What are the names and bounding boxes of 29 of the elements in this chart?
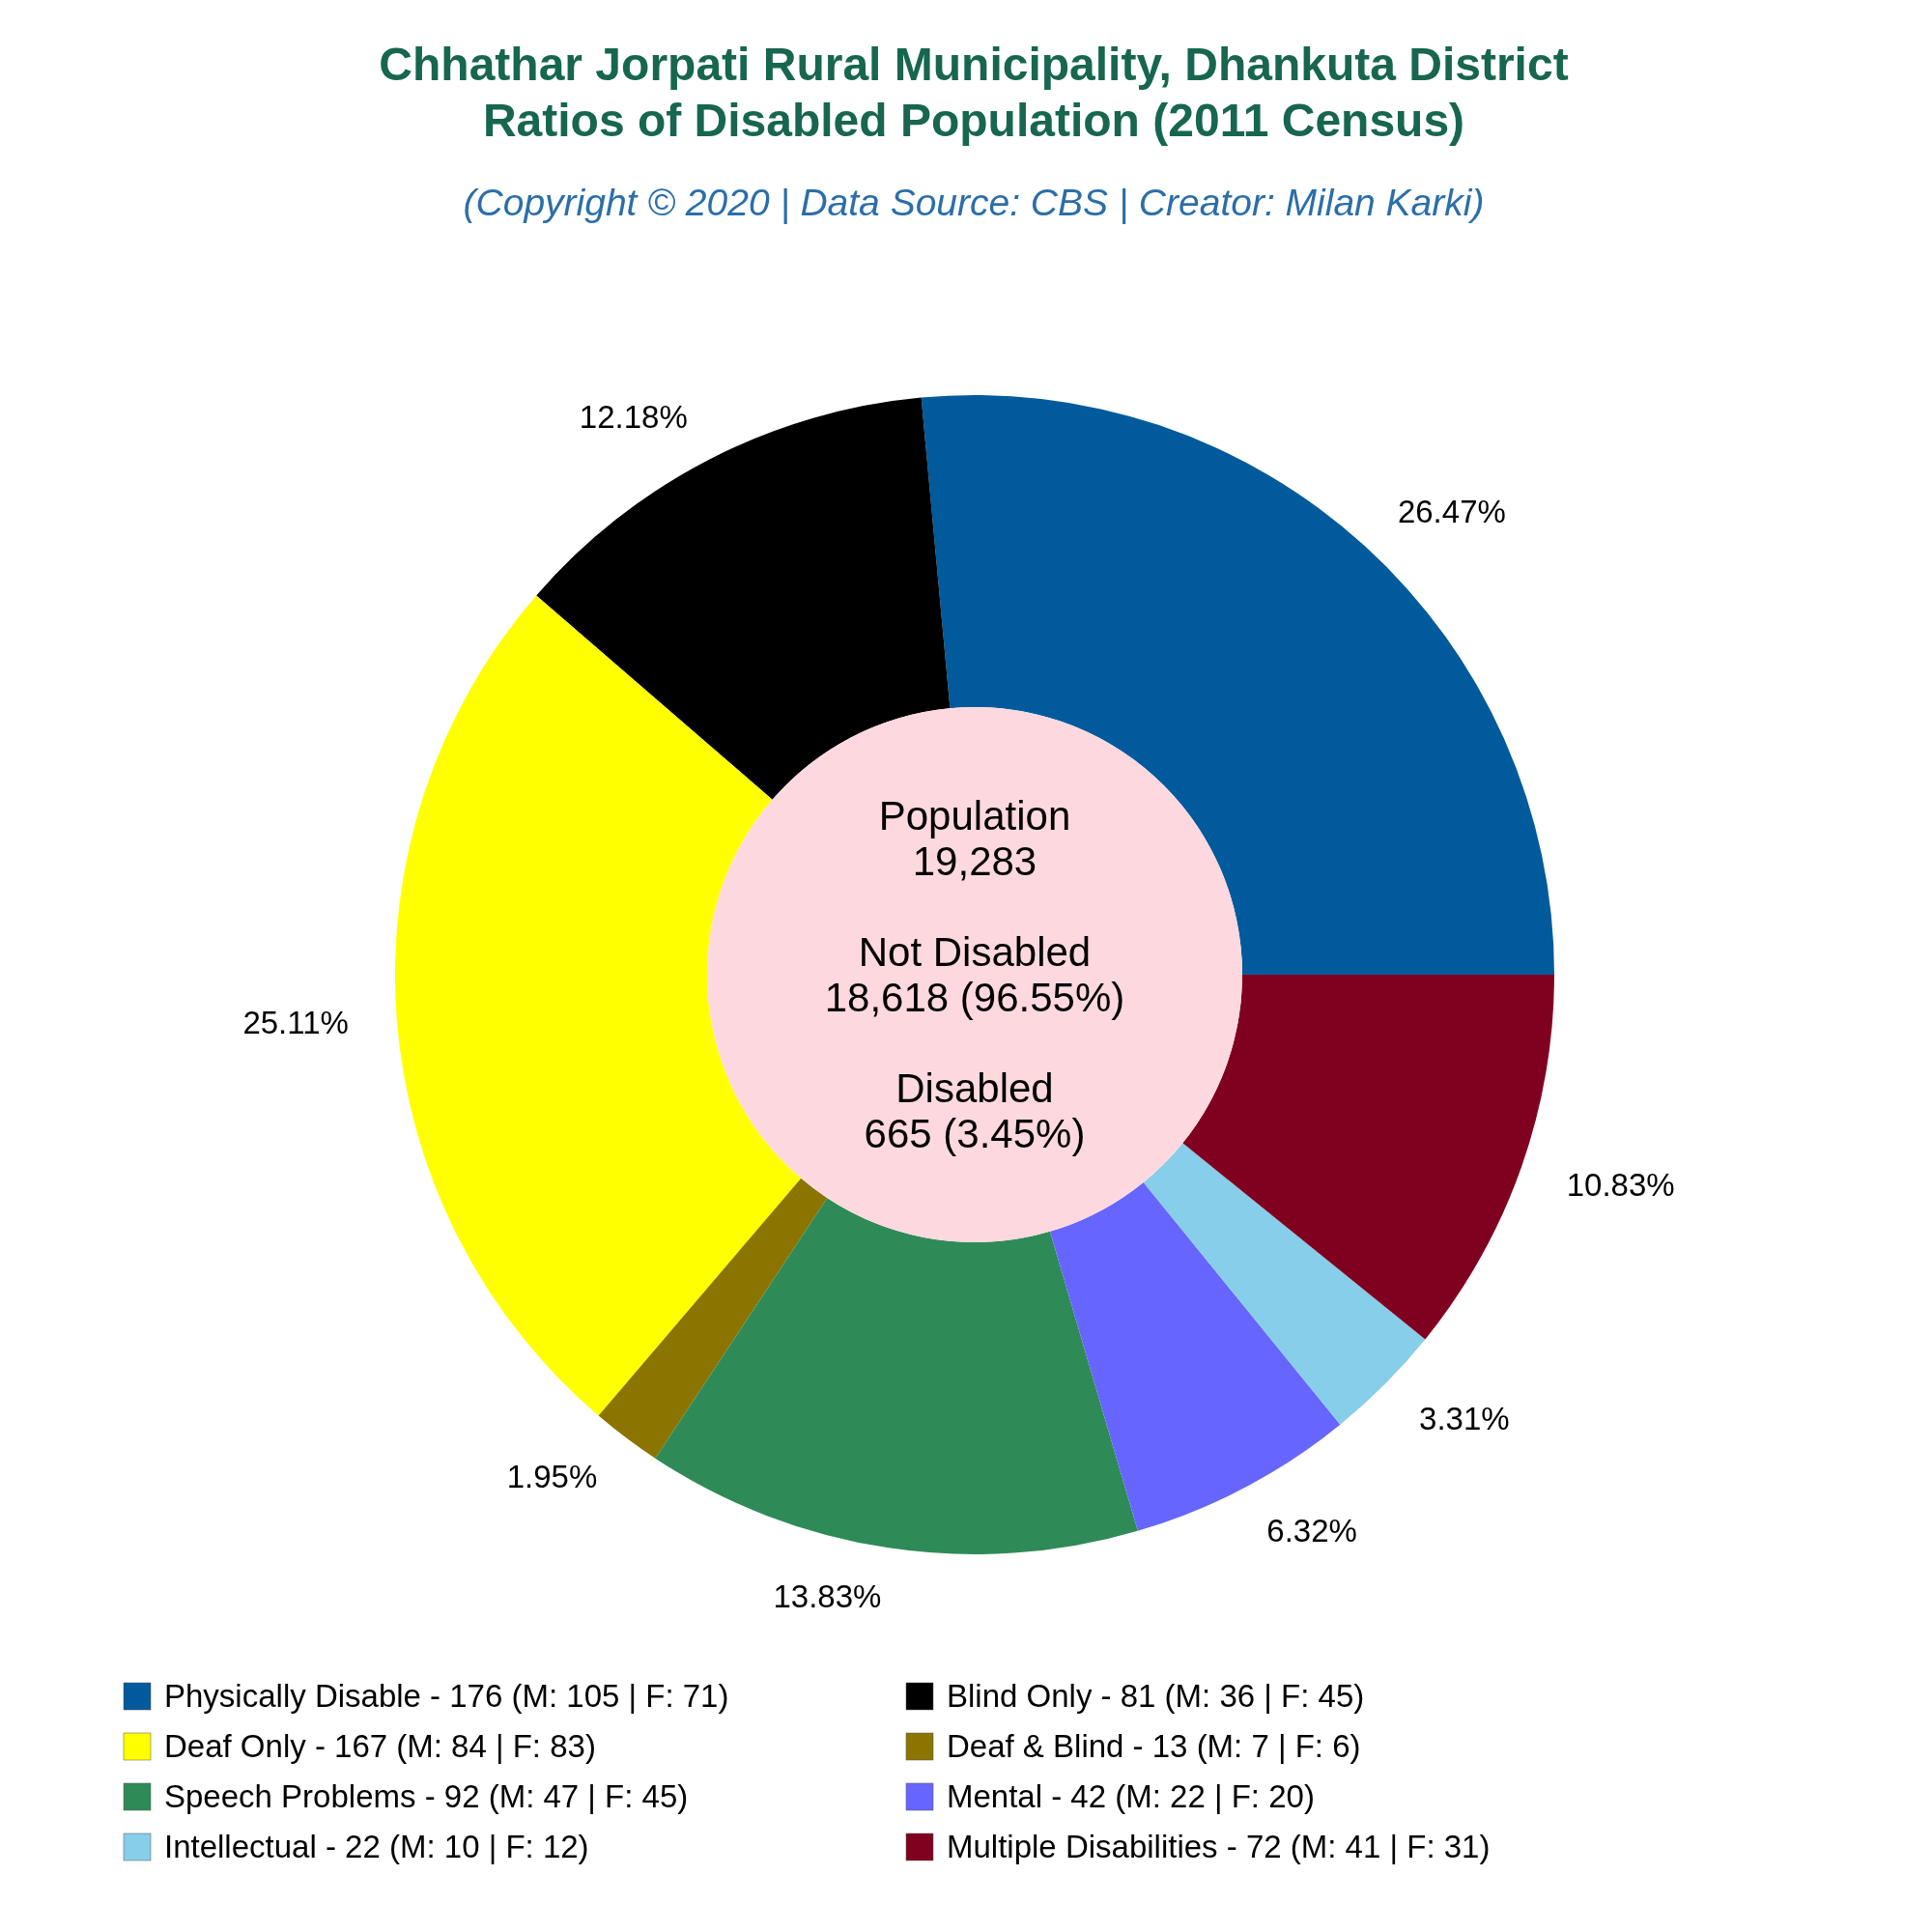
text: 19,283 [912,838,1037,884]
legend-label: Physically Disable - 176 (M: 105 | F: 71) [164,1678,729,1714]
text: Not Disabled [858,929,1092,975]
donut-slice [598,1178,828,1459]
text: Population [878,793,1071,838]
legend-label: Deaf Only - 167 (M: 84 | F: 83) [164,1728,596,1764]
legend-label: Intellectual - 22 (M: 10 | F: 12) [164,1829,589,1864]
data-label: 1.95% [506,1459,598,1495]
data-label: 12.18% [579,398,688,435]
data-label: 10.83% [1566,1166,1675,1203]
donut-slice [395,595,802,1416]
legend-label: Speech Problems - 92 (M: 47 | F: 45) [164,1778,689,1814]
legend-label: Multiple Disabilities - 72 (M: 41 | F: 31) [947,1829,1491,1864]
text: Disabled [895,1065,1054,1111]
legend-label: Blind Only - 81 (M: 36 | F: 45) [947,1678,1365,1714]
data-label: 25.11% [242,1005,349,1041]
data-label: 13.83% [773,1577,882,1614]
data-label: 26.47% [1397,493,1506,529]
data-label: 3.31% [1419,1401,1510,1437]
data-label: 6.32% [1266,1513,1357,1549]
text: 18,618 (96.55%) [824,975,1125,1020]
legend-label: Deaf & Blind - 13 (M: 7 | F: 6) [947,1728,1361,1764]
chart-subtitle: (Copyright © 2020 | Data Source: CBS | Creator: Milan Karki) [463,182,1485,224]
donut-slice [655,1198,1138,1554]
legend-label: Mental - 42 (M: 22 | F: 20) [947,1778,1315,1814]
donut-slice [1182,975,1554,1340]
chart-title: Chhathar Jorpati Rural Municipality, Dhankuta District Ratios of Disabled Population (2011 Census) [379,39,1569,146]
donut-slice [536,397,951,800]
text: 665 (3.45%) [864,1111,1086,1156]
